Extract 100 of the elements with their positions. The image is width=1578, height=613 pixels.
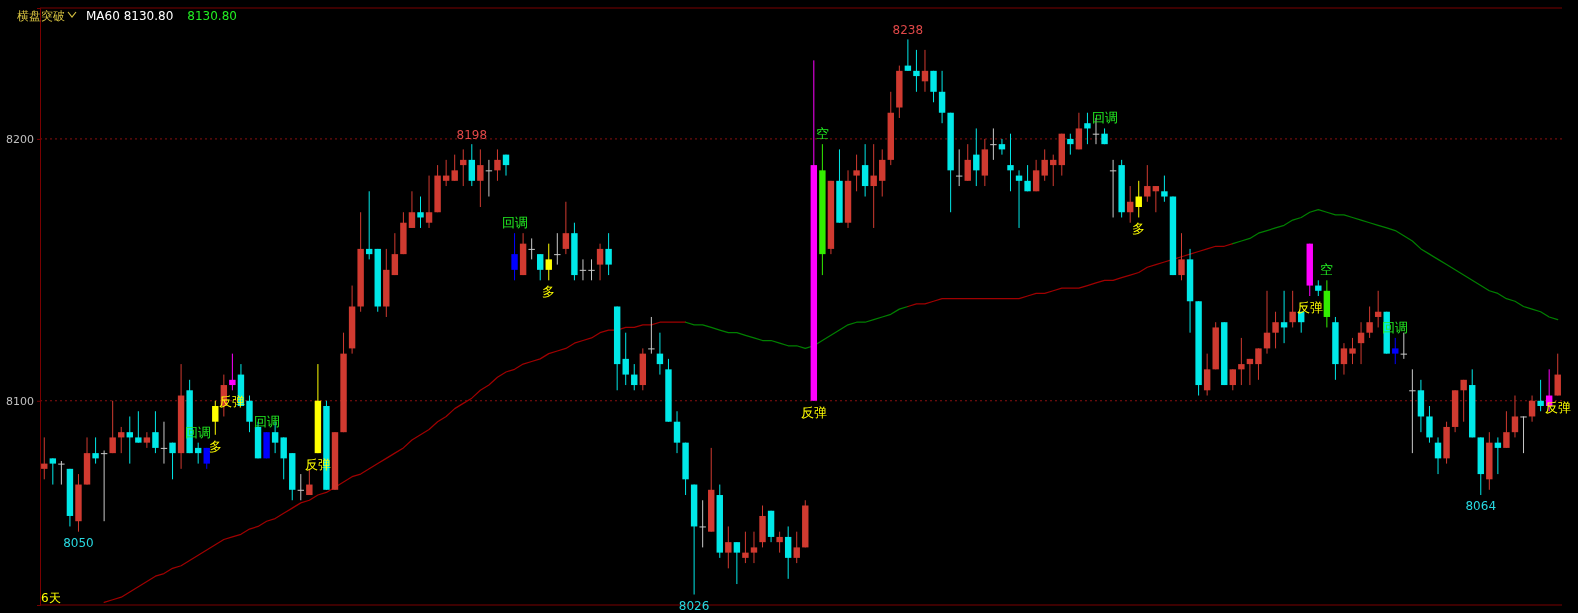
candlestick xyxy=(879,148,886,198)
candlestick xyxy=(588,258,595,281)
candlestick xyxy=(100,450,108,522)
candlestick xyxy=(605,232,612,276)
candlestick xyxy=(425,175,433,229)
candlestick xyxy=(1024,164,1031,192)
candlestick xyxy=(870,143,877,229)
candlestick xyxy=(477,148,484,208)
candlestick xyxy=(417,196,424,229)
candlestick xyxy=(1460,379,1467,423)
candlestick xyxy=(494,148,501,182)
text: 8198 xyxy=(456,128,488,143)
candlestick xyxy=(784,525,792,580)
text: 多 xyxy=(208,438,222,454)
candlestick xyxy=(58,460,65,486)
text: 8064 xyxy=(1465,499,1497,514)
candlestick xyxy=(109,400,116,454)
candlestick xyxy=(1203,353,1211,397)
candlestick xyxy=(955,148,963,187)
candlestick xyxy=(1272,311,1279,349)
candlestick xyxy=(1520,415,1527,454)
candlestick xyxy=(1392,337,1399,365)
candlestick xyxy=(468,143,476,187)
text: 回调 xyxy=(1091,110,1118,126)
candlestick xyxy=(49,457,57,486)
candlestick xyxy=(537,253,544,281)
candlestick xyxy=(160,421,168,465)
text: 8026 xyxy=(678,598,710,613)
candlestick xyxy=(1229,368,1237,391)
candlestick xyxy=(1067,133,1074,156)
candlestick xyxy=(648,316,655,355)
candlestick xyxy=(742,531,749,564)
candlestick xyxy=(1349,337,1356,365)
candlestick xyxy=(1357,321,1365,365)
text: 8238 xyxy=(892,23,924,38)
candlestick xyxy=(562,201,570,255)
text: 回调 xyxy=(253,414,280,430)
candlestick xyxy=(1075,112,1083,150)
candlestick xyxy=(1255,347,1262,381)
candlestick xyxy=(673,410,681,454)
candlestick xyxy=(1366,306,1373,339)
candlestick xyxy=(656,332,664,376)
candlestick xyxy=(169,442,176,480)
candlestick xyxy=(853,154,860,192)
candlestick xyxy=(1511,395,1519,438)
candlestick xyxy=(1537,379,1544,412)
candlestick xyxy=(930,70,937,103)
candlestick xyxy=(622,332,629,386)
candlestick xyxy=(938,70,946,124)
text: 回调 xyxy=(1382,319,1409,335)
candlestick xyxy=(1144,164,1151,203)
candlestick xyxy=(152,410,159,454)
candlestick xyxy=(1178,232,1185,281)
line-series xyxy=(684,305,909,349)
candlestick xyxy=(1109,159,1117,218)
candlestick xyxy=(1126,185,1134,224)
candlestick xyxy=(451,154,458,182)
candlestick xyxy=(297,473,304,501)
text: 反弹 xyxy=(800,404,827,420)
candlestick xyxy=(596,243,604,281)
candlestick xyxy=(1041,148,1048,182)
candlestick xyxy=(990,127,997,161)
candlestick xyxy=(1340,342,1348,376)
candlestick xyxy=(135,410,142,444)
candlestick xyxy=(1238,337,1245,386)
text: 8050 xyxy=(63,535,94,550)
candlestick xyxy=(733,541,741,585)
candlestick xyxy=(1503,410,1510,449)
candlestick xyxy=(511,232,518,281)
candlestick xyxy=(699,499,706,548)
text: 空 xyxy=(1320,262,1334,278)
candlestick xyxy=(1007,133,1014,192)
candlestick xyxy=(408,190,416,229)
candlestick xyxy=(1289,290,1296,328)
candlestick xyxy=(280,436,287,480)
candlestick xyxy=(631,363,638,391)
candlestick xyxy=(1032,159,1040,192)
candlestick xyxy=(793,531,800,564)
line-series xyxy=(907,243,1234,308)
candlestick xyxy=(212,400,219,436)
candlestick xyxy=(1554,353,1561,397)
candlestick xyxy=(246,395,253,433)
candlestick xyxy=(1084,112,1091,145)
candlestick xyxy=(1409,368,1416,454)
candlestick xyxy=(1426,405,1433,444)
text: 多 xyxy=(542,284,556,300)
candlestick xyxy=(750,531,758,564)
candlestick xyxy=(554,232,561,266)
candlestick xyxy=(1400,332,1408,360)
y-tick-label: 8100 xyxy=(6,394,34,408)
annotation: 6天 xyxy=(41,591,61,605)
candlestick xyxy=(964,143,971,182)
line-series xyxy=(103,321,687,603)
candlestick xyxy=(921,49,929,93)
candlestick xyxy=(1161,175,1168,203)
candlestick xyxy=(1135,180,1142,218)
text: 反弹 xyxy=(1296,300,1323,316)
annotation: 8130.80 xyxy=(187,9,237,23)
text: 回调 xyxy=(185,424,212,440)
chart-title: 横盘突破 xyxy=(17,9,65,23)
